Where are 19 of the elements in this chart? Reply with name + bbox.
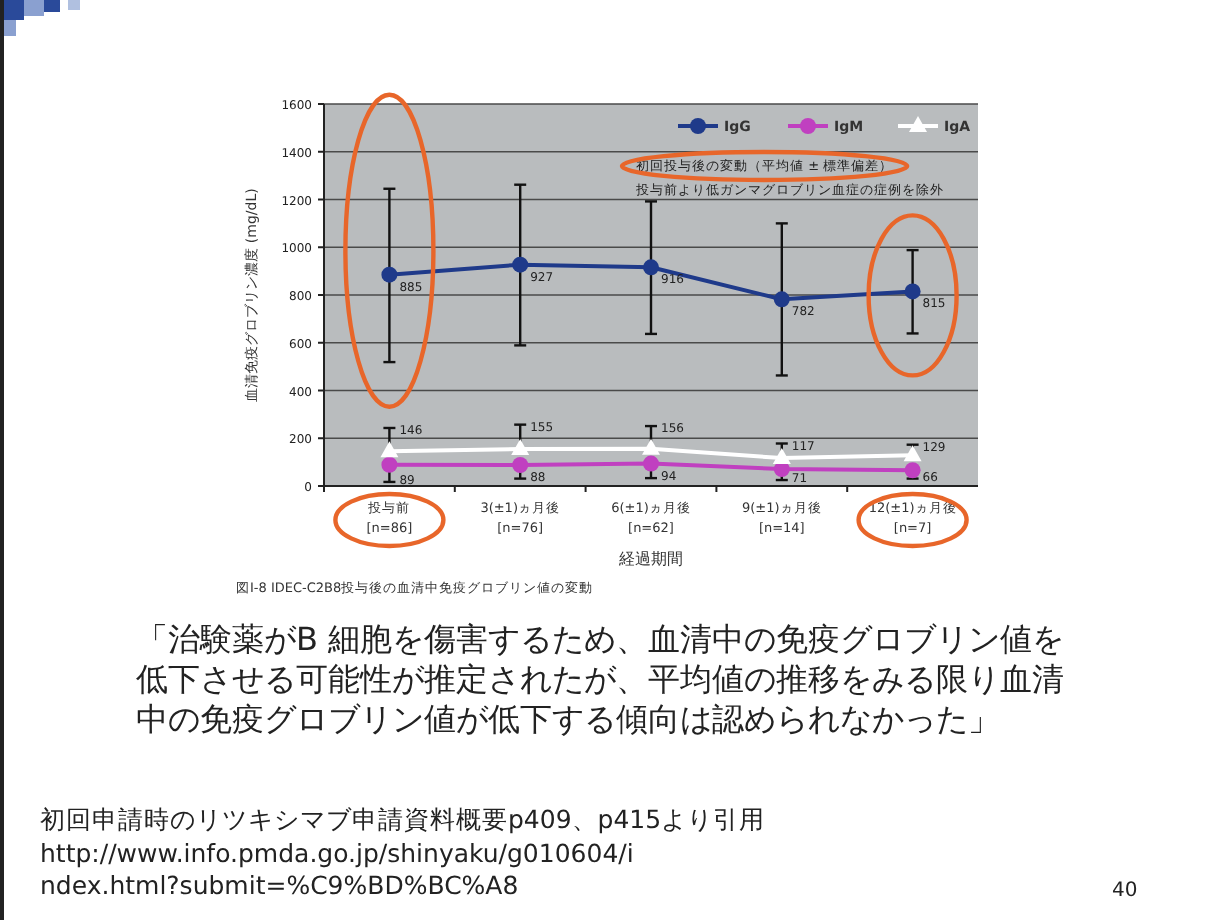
- point: [643, 259, 659, 276]
- point: [511, 438, 530, 455]
- point: [903, 445, 922, 462]
- point: [643, 455, 659, 472]
- text: 初回申請時のリツキシマブ申請資料概要p409、p415より引用: [40, 804, 766, 838]
- point: [642, 438, 660, 455]
- text: 40: [1112, 880, 1138, 902]
- point: [512, 456, 529, 473]
- point: [381, 456, 398, 473]
- x-axis-title: 経過期間: [617, 550, 683, 568]
- point: [512, 256, 529, 273]
- text: 「治験薬がB 細胞を傷害するため、血清中の免疫グロブリン値を低下させる可能性が推定されたが、平均値の推移をみる限り血清中の免疫グロブリン値が低下する傾向は認められなかった」: [136, 620, 1067, 740]
- point: [904, 462, 921, 479]
- point: [380, 441, 399, 458]
- point: [904, 283, 921, 300]
- point: [381, 266, 398, 283]
- point: [773, 291, 790, 308]
- point: [772, 448, 791, 465]
- text: http://www.info.pmda.go.jp/shinyaku/g010604/index.html?submit=%C9%BD%BC%A8: [40, 838, 636, 902]
